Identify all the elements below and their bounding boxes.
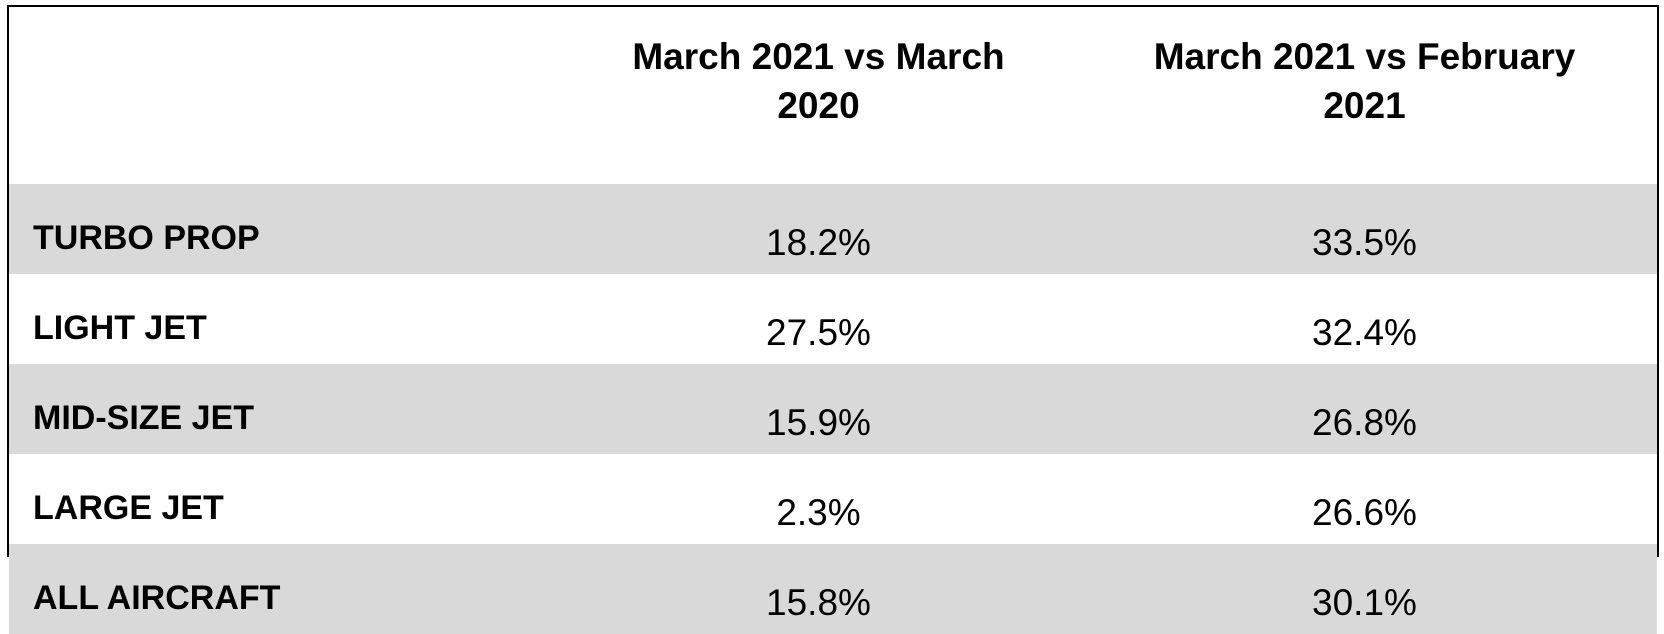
value-cell: 26.8% <box>1072 364 1657 454</box>
table-row: LIGHT JET 27.5% 32.4% <box>9 274 1657 364</box>
header-row: March 2021 vs March 2020 March 2021 vs F… <box>9 7 1657 184</box>
table-row: MID-SIZE JET 15.9% 26.8% <box>9 364 1657 454</box>
row-label: TURBO PROP <box>9 184 565 274</box>
row-label: LARGE JET <box>33 489 224 527</box>
table: March 2021 vs March 2020 March 2021 vs F… <box>9 7 1657 634</box>
table-row: ALL AIRCRAFT 15.8% 30.1% <box>9 544 1657 634</box>
value-cell: 33.5% <box>1072 184 1657 274</box>
page: March 2021 vs March 2020 March 2021 vs F… <box>7 5 1659 634</box>
value-cell: 15.9% <box>565 364 1072 454</box>
row-label: LIGHT JET <box>33 309 207 347</box>
table-row: LARGE JET 2.3% 26.6% <box>9 454 1657 544</box>
column-header: March 2021 vs March 2020 <box>632 36 1005 126</box>
value-cell: 18.2% <box>565 184 1072 274</box>
table-body: TURBO PROP 18.2% 33.5% LIGHT JET 27.5% 32.4% M… <box>9 184 1657 634</box>
table-row: TURBO PROP 18.2% 33.5% <box>9 184 1657 274</box>
row-label: MID-SIZE JET <box>9 364 565 454</box>
table-header: March 2021 vs March 2020 March 2021 vs F… <box>9 7 1657 184</box>
value-cell: 15.8% <box>565 544 1072 634</box>
table-frame: March 2021 vs March 2020 March 2021 vs F… <box>7 5 1659 634</box>
corner-cell <box>9 7 565 184</box>
value-cell: 32.4% <box>1312 312 1417 353</box>
value-cell: 27.5% <box>766 312 871 353</box>
value-cell: 30.1% <box>1072 544 1657 634</box>
row-label: ALL AIRCRAFT <box>9 544 565 634</box>
value-cell: 26.6% <box>1312 492 1417 533</box>
column-header: March 2021 vs February 2021 <box>1153 36 1576 126</box>
value-cell: 2.3% <box>776 492 861 533</box>
